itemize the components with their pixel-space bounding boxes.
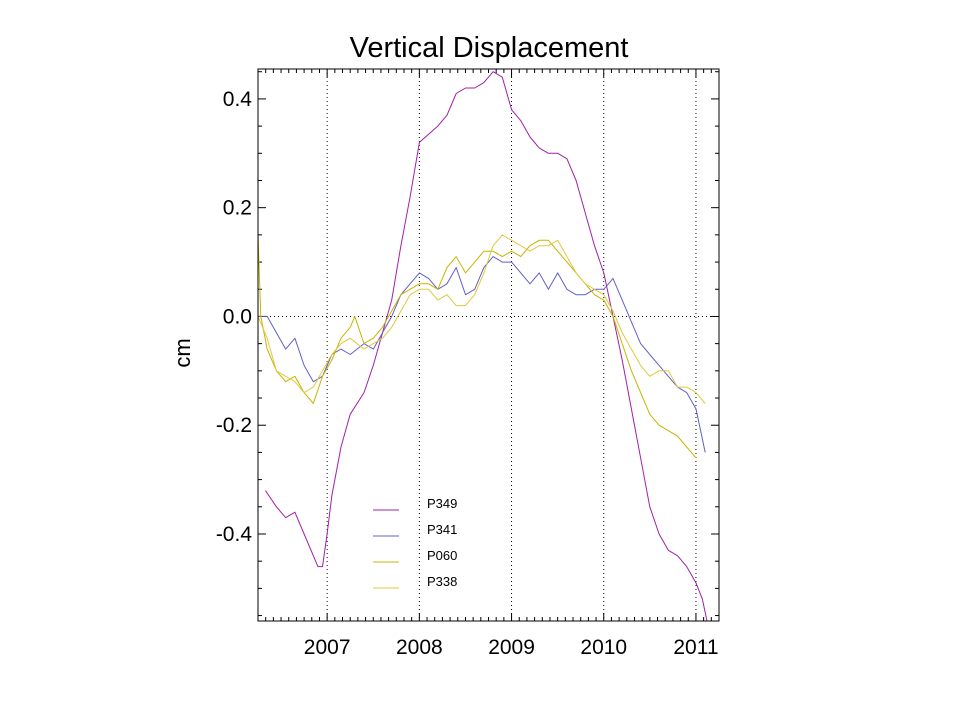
y-tick-label: 0.2 [223,197,252,220]
x-tick-label: 2011 [673,636,718,659]
x-tick-label: 2007 [304,636,351,659]
y-tick-label: -0.4 [216,523,253,546]
series-line-p341 [258,256,706,453]
y-axis-tick-labels: 0.4 0.2 0.0 -0.2 -0.4 [216,88,253,546]
legend-label-p338: P338 [427,574,457,589]
series-line-p338 [257,234,706,404]
axis-ticks [257,69,720,621]
grid-lines [258,69,719,621]
y-axis-label: cm [170,338,195,367]
legend-label-p341: P341 [427,522,457,537]
y-tick-label: -0.2 [216,414,252,437]
x-tick-label: 2009 [488,636,535,659]
legend: P349 P341 P060 P338 [373,496,457,589]
x-tick-label: 2008 [396,636,443,659]
x-axis-tick-labels: 2007 2008 2009 2010 2011 [304,636,719,659]
plot-frame [257,68,720,622]
legend-label-p349: P349 [427,496,457,511]
legend-label-p060: P060 [427,548,457,563]
series-line-p060 [257,234,697,459]
y-tick-label: 0.0 [223,305,252,328]
series-lines [257,71,708,622]
x-tick-label: 2010 [580,636,627,659]
y-tick-label: 0.4 [223,88,253,111]
series-line-p349 [264,71,708,622]
chart-title: Vertical Displacement [350,32,629,64]
